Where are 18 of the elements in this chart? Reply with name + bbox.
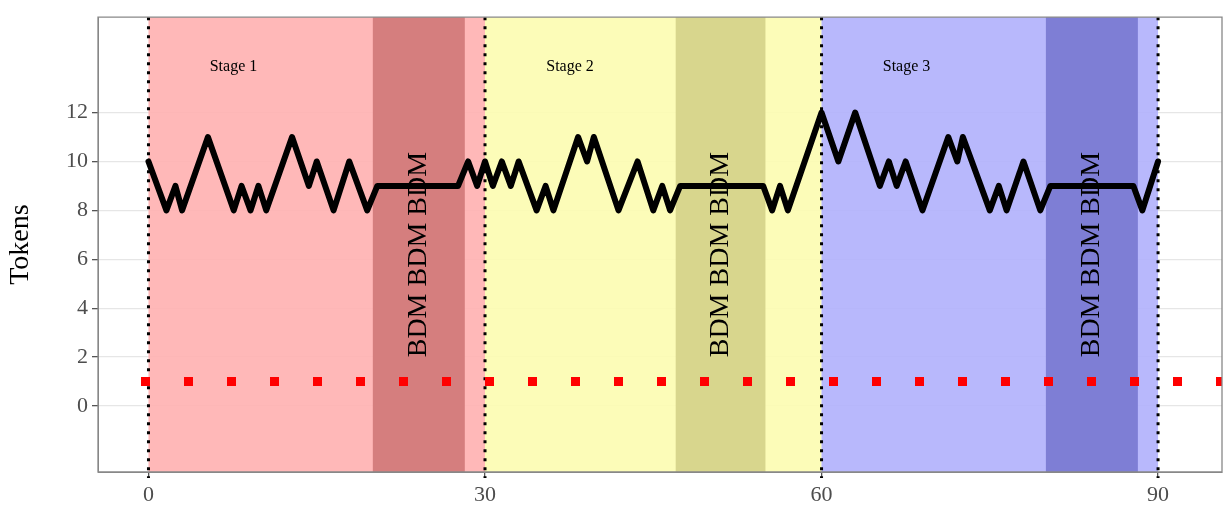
y-tick-label: 6 xyxy=(77,245,88,271)
x-tick-label: 60 xyxy=(810,480,833,506)
band-label: Stage 3 xyxy=(882,57,931,76)
y-tick-label: 2 xyxy=(77,342,88,368)
y-tick-label: 12 xyxy=(66,98,88,124)
y-tick-label: 4 xyxy=(77,293,88,319)
x-tick-label: 0 xyxy=(142,480,154,506)
band-label: BDM BDM BDM xyxy=(401,151,433,358)
x-tick-label: 30 xyxy=(474,480,497,506)
y-tick-label: 10 xyxy=(66,147,88,173)
y-axis-title: Tokens xyxy=(3,204,35,285)
band-label: Stage 2 xyxy=(546,57,594,76)
band-label: BDM BDM BDM xyxy=(1074,151,1106,358)
y-tick-label: 0 xyxy=(77,391,88,417)
band-label: Stage 1 xyxy=(209,57,258,76)
x-tick-label: 90 xyxy=(1147,480,1170,506)
y-tick-label: 8 xyxy=(77,196,88,222)
band-label: BDM BDM BDM xyxy=(702,151,734,358)
